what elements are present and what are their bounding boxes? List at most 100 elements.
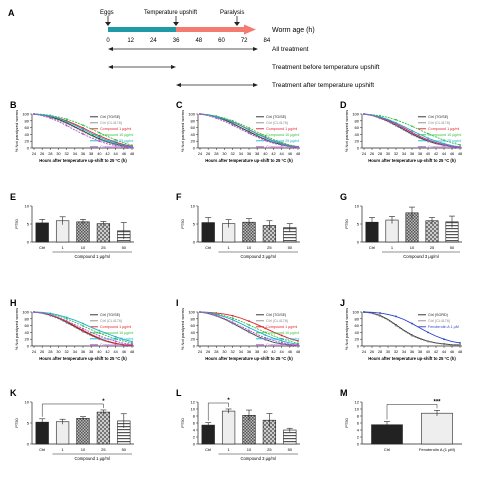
data-point xyxy=(363,311,365,313)
x-axis-label: Hours after temperature up-shift to 25 °… xyxy=(205,158,293,163)
y-tick-label: 80 xyxy=(191,316,196,321)
y-tick-label: 10 xyxy=(355,204,360,209)
data-point xyxy=(82,325,84,327)
data-point xyxy=(49,117,52,119)
legend-entry: Ctrl (CL4176) xyxy=(100,319,122,323)
data-point xyxy=(231,321,234,324)
after-upshift-left-head xyxy=(176,83,181,87)
x-tick-label: 24 xyxy=(198,350,202,354)
y-tick-label: 2 xyxy=(357,435,360,440)
data-point xyxy=(114,342,117,345)
legend-entry: Compound 10 μg/ml xyxy=(266,331,299,335)
legend-entry: Compound 10 μg/ml xyxy=(266,133,299,137)
x-tick-label: 30 xyxy=(386,152,390,156)
data-point xyxy=(49,115,52,117)
y-axis-label: % Not paralyzed worms xyxy=(14,110,19,152)
data-point xyxy=(427,132,429,135)
data-point xyxy=(248,324,250,326)
x-tick-label: 50 xyxy=(450,245,455,250)
x-tick-label: 44 xyxy=(280,152,284,156)
x-tick-label: 50 xyxy=(288,447,293,452)
data-point xyxy=(231,314,234,317)
data-point xyxy=(264,331,267,334)
data-point xyxy=(248,326,250,329)
y-axis-label: % Not paralyzed worms xyxy=(14,308,19,350)
panel-label: J xyxy=(340,298,345,308)
data-point xyxy=(443,144,445,146)
x-axis-label: Compound 3 μg/ml xyxy=(403,254,439,259)
x-tick-label: 40 xyxy=(97,350,101,354)
data-point xyxy=(98,334,101,337)
timeline-tick-label: 48 xyxy=(195,38,202,44)
x-tick-label: 34 xyxy=(239,152,243,156)
data-point xyxy=(443,338,445,341)
panel-label: F xyxy=(176,192,182,202)
x-tick-label: 46 xyxy=(122,350,126,354)
y-tick-label: 80 xyxy=(25,316,30,321)
data-point xyxy=(443,142,445,145)
y-tick-label: 5 xyxy=(27,222,30,227)
data-point xyxy=(379,312,381,314)
y-tick-label: 10 xyxy=(355,407,360,412)
data-point xyxy=(199,311,201,313)
y-tick-label: 60 xyxy=(25,125,30,130)
data-point xyxy=(395,324,397,327)
x-tick-label: 28 xyxy=(378,350,382,354)
x-tick-label: 34 xyxy=(73,350,77,354)
data-point xyxy=(199,113,201,115)
y-tick-label: 0 xyxy=(357,344,360,349)
timeline-tick-label: 72 xyxy=(241,38,248,44)
panel-label: D xyxy=(340,100,347,110)
y-axis-label: PT50 xyxy=(344,218,349,228)
data-point xyxy=(65,120,68,123)
y-tick-label: 20 xyxy=(355,337,360,342)
bar xyxy=(421,412,453,445)
data-point xyxy=(65,321,68,324)
y-tick-label: 0 xyxy=(193,146,196,151)
data-point xyxy=(231,121,234,124)
data-point xyxy=(82,327,84,330)
x-tick-label: 40 xyxy=(97,152,101,156)
timeline-tick-label: 0 xyxy=(106,38,110,44)
x-tick-label: 42 xyxy=(105,350,109,354)
x-tick-label: 30 xyxy=(222,350,226,354)
x-tick-label: 38 xyxy=(89,350,93,354)
x-axis-label: Hours after temperature up-shift to 25 °… xyxy=(39,158,127,163)
data-point xyxy=(280,143,283,145)
x-tick-label: 34 xyxy=(402,350,406,354)
y-tick-label: 10 xyxy=(25,204,30,209)
data-point xyxy=(231,124,234,127)
significance-marker: * xyxy=(102,399,105,405)
x-tick-label: 36 xyxy=(410,350,414,354)
y-tick-label: 40 xyxy=(25,330,30,335)
y-tick-label: 20 xyxy=(25,139,30,144)
timeline-bar-after xyxy=(176,27,244,32)
x-tick-label: 46 xyxy=(288,152,292,156)
y-tick-label: 20 xyxy=(25,337,30,342)
x-axis-label: Compound 3 μg/ml xyxy=(240,254,276,259)
y-tick-label: 100 xyxy=(188,112,195,117)
y-tick-label: 40 xyxy=(25,132,30,137)
x-tick-label: 44 xyxy=(114,152,118,156)
data-point xyxy=(114,138,117,141)
panel-m: M PT50 0 2 4 6 8 10 12 Ctrl Fenoterolin A (1 μM) **… xyxy=(340,388,462,452)
x-tick-label: 32 xyxy=(394,152,398,156)
data-point xyxy=(65,316,68,319)
data-point xyxy=(280,337,283,340)
data-point xyxy=(248,129,250,131)
data-point xyxy=(114,335,117,338)
bar xyxy=(76,221,90,243)
legend-entry: Ctrl (CL4176) xyxy=(100,121,122,125)
x-tick-label: 34 xyxy=(239,350,243,354)
x-axis-label: Hours after temperature up-shift to 25 °… xyxy=(368,356,456,361)
x-tick-label: 1 xyxy=(61,245,64,250)
data-point xyxy=(231,119,234,122)
y-tick-label: 8 xyxy=(357,414,360,419)
data-point xyxy=(131,146,133,149)
data-point xyxy=(459,342,461,344)
all-treatment-left-head xyxy=(108,47,113,51)
y-tick-label: 80 xyxy=(25,118,30,123)
data-point xyxy=(363,113,365,115)
